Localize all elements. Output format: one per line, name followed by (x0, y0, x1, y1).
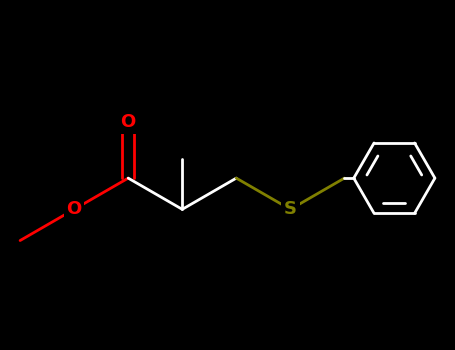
Text: O: O (66, 200, 82, 218)
Text: S: S (284, 200, 297, 218)
Text: O: O (121, 113, 136, 131)
